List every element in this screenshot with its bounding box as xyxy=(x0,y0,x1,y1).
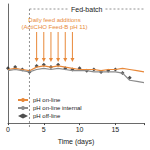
svg-text:0: 0 xyxy=(6,126,10,133)
svg-text:pH off-line: pH off-line xyxy=(33,113,61,119)
svg-text:Fed-batch: Fed-batch xyxy=(71,6,103,13)
svg-text:pH on-line: pH on-line xyxy=(33,97,61,103)
svg-text:Time (days): Time (days) xyxy=(58,138,95,146)
svg-text:10: 10 xyxy=(76,126,84,133)
svg-text:15: 15 xyxy=(111,126,119,133)
svg-text:5: 5 xyxy=(42,126,46,133)
svg-text:pH on-line internal: pH on-line internal xyxy=(33,105,82,111)
svg-text:(ActiCHO Feed-B pH 11): (ActiCHO Feed-B pH 11) xyxy=(22,24,88,30)
svg-text:Daily feed additions: Daily feed additions xyxy=(28,17,80,23)
